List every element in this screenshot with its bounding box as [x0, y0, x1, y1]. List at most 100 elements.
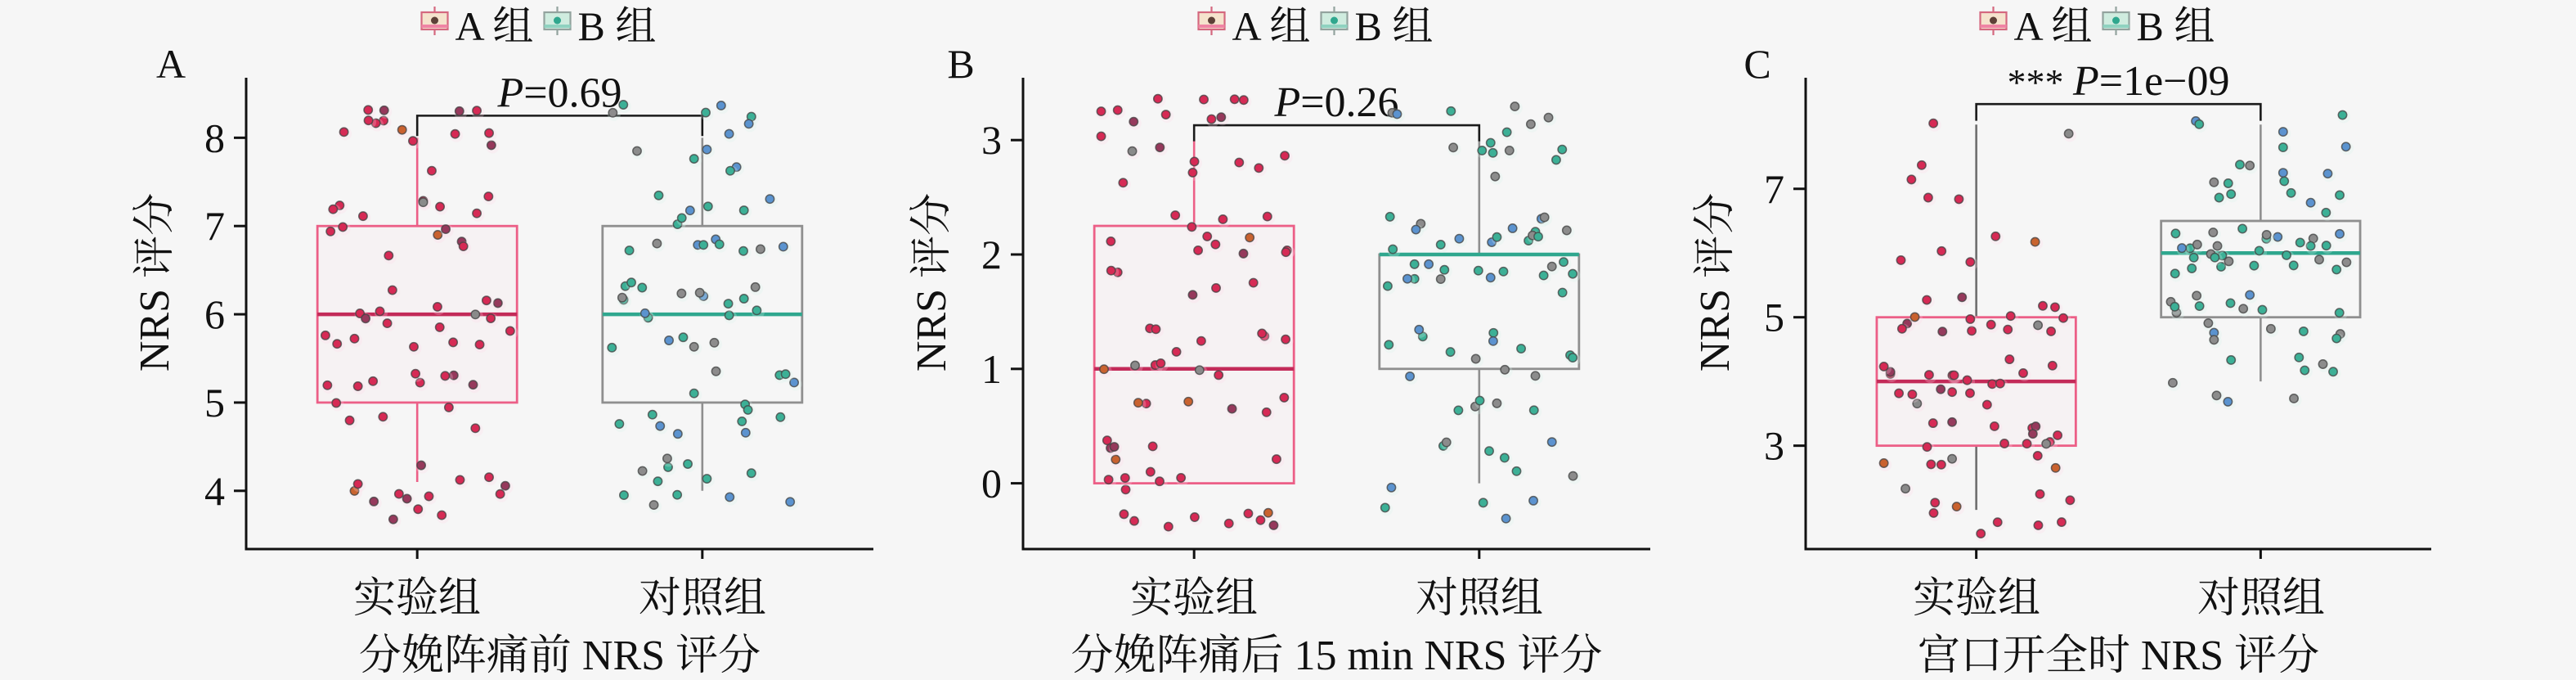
y-tick-label: 2: [981, 232, 1002, 277]
data-point: [484, 128, 494, 138]
data-point: [1901, 484, 1911, 494]
data-point: [1989, 421, 1999, 431]
data-point: [1965, 388, 1975, 399]
data-point: [357, 211, 368, 222]
data-point: [702, 201, 713, 212]
data-point: [1498, 266, 1509, 277]
data-point: [472, 106, 482, 116]
data-point: [676, 288, 687, 299]
data-point: [1155, 476, 1165, 487]
data-point: [1229, 94, 1240, 105]
data-point: [1435, 274, 1446, 285]
data-point: [328, 204, 339, 214]
data-point: [2033, 320, 2044, 331]
data-point: [1568, 268, 1578, 279]
data-point: [486, 313, 496, 323]
legend-key-groupB-icon: [2102, 7, 2130, 35]
data-point: [474, 340, 485, 350]
data-point: [432, 301, 442, 312]
data-point: [689, 154, 699, 164]
data-point: [1193, 245, 1204, 255]
legend-key-dot: [431, 16, 438, 25]
data-point: [778, 241, 788, 252]
data-point: [1539, 212, 1550, 223]
x-tick-label-group2: 对照组: [2197, 575, 2325, 622]
data-point: [1261, 407, 1272, 417]
data-point: [2282, 250, 2291, 260]
x-tick-label-group1: 实验组: [1913, 575, 2040, 622]
legend-label-groupB: B 组: [578, 3, 657, 49]
data-point: [1279, 392, 1290, 403]
data-point: [1133, 398, 1143, 408]
data-point: [1559, 257, 1568, 268]
legend-label-groupA: A 组: [456, 3, 534, 49]
data-point: [416, 460, 427, 471]
data-point: [2194, 301, 2205, 312]
data-point: [1530, 371, 1541, 381]
data-point: [1894, 388, 1905, 399]
panel-C: 3 5 7 *** P=1e−09 C NRS 评分 宫口开全时 NRS 评分 实验组…: [1692, 3, 2431, 679]
data-point: [1473, 265, 1483, 276]
data-point: [1947, 387, 1958, 398]
data-point: [765, 194, 775, 205]
data-point: [662, 453, 672, 464]
data-point: [413, 504, 424, 515]
data-point: [2194, 119, 2205, 129]
x-axis-title: 宫口开全时 NRS 评分: [1918, 633, 2319, 679]
legend-key-groupB-icon: [543, 7, 572, 35]
data-point: [725, 492, 735, 502]
panel-A-plot-area: 4 5 6 7 8 P=0.69: [204, 70, 873, 559]
legend-label-groupB: B 组: [2137, 3, 2215, 49]
data-point: [2294, 352, 2304, 363]
data-point: [624, 245, 635, 256]
data-point: [1257, 328, 1268, 339]
data-point: [2005, 311, 2016, 322]
data-point: [481, 295, 491, 306]
data-point: [1424, 259, 1434, 269]
data-point: [384, 250, 394, 261]
data-point: [2279, 176, 2290, 187]
data-point: [1262, 211, 1272, 222]
data-point: [1118, 178, 1129, 188]
data-point: [1243, 508, 1254, 519]
data-point: [454, 106, 464, 116]
data-point: [1382, 281, 1393, 291]
data-point: [737, 416, 747, 426]
data-point: [1435, 240, 1446, 250]
data-point: [1551, 155, 1561, 165]
data-point: [2321, 207, 2331, 218]
legend-label-groupA: A 组: [2014, 3, 2093, 49]
data-point: [2032, 451, 2043, 461]
data-point: [1546, 261, 1557, 272]
x-tick-label-group1: 实验组: [1130, 575, 1258, 622]
data-point: [505, 326, 515, 336]
data-point: [702, 474, 712, 484]
y-tick-label: 4: [204, 468, 225, 514]
data-point: [1538, 270, 1549, 281]
data-point: [1885, 367, 1896, 377]
data-point: [1499, 453, 1510, 463]
data-point: [2289, 394, 2299, 403]
data-point: [1485, 272, 1496, 283]
data-point: [1189, 156, 1200, 167]
data-point: [1488, 147, 1498, 158]
data-point: [1119, 509, 1129, 520]
data-point: [1263, 507, 1273, 518]
data-point: [723, 299, 734, 309]
data-point: [1947, 453, 1958, 464]
y-axis-title: NRS 评分: [132, 193, 178, 372]
data-point: [424, 491, 434, 502]
data-point: [2305, 197, 2316, 208]
y-axis-title: NRS 评分: [1692, 193, 1739, 372]
data-point: [1194, 365, 1205, 376]
data-point: [2063, 128, 2074, 139]
legend-key-dot: [1331, 16, 1338, 25]
data-point: [716, 101, 726, 110]
panel-C-plot-area: 3 5 7 *** P=1e−09: [1764, 58, 2431, 559]
data-point: [1183, 396, 1194, 407]
data-point: [1478, 498, 1488, 508]
data-point: [1392, 109, 1402, 119]
data-point: [1492, 398, 1502, 408]
data-point: [1268, 520, 1279, 530]
data-point: [1936, 459, 1946, 470]
